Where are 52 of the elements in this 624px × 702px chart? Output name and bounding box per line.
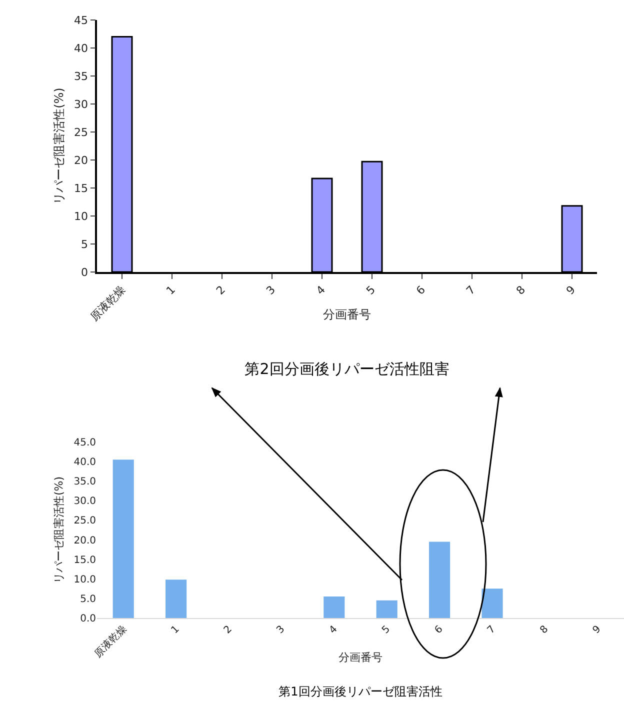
y-tick-label: 40.0 [74, 457, 96, 468]
x-tick-label: 1 [169, 624, 182, 636]
bar [166, 580, 187, 618]
y-tick-label: 15.0 [74, 554, 96, 566]
x-tick-label: 6 [432, 624, 446, 636]
x-axis-title: 分画番号 [338, 651, 382, 664]
y-tick-label: 45.0 [74, 438, 96, 448]
x-tick-label: 5 [380, 624, 393, 636]
y-tick-label: 45 [74, 14, 88, 27]
x-tick-label: 9 [591, 624, 604, 636]
y-tick-label: 15 [74, 182, 88, 195]
y-tick-label: 0 [81, 266, 88, 279]
x-tick-label: 2 [222, 624, 234, 636]
text: 第1回分画後リパーゼ阻害活性 [278, 684, 442, 698]
y-tick-label: 5 [81, 238, 88, 251]
x-tick-label: 原液乾燥 [88, 283, 128, 324]
x-tick-label: 9 [564, 283, 578, 298]
x-tick-label: 1 [164, 283, 178, 298]
x-tick-label: 5 [364, 283, 378, 298]
text: 第2回分画後リパーゼ活性阻害 [244, 360, 450, 378]
x-tick-label: 3 [264, 283, 278, 298]
y-tick-label: 30.0 [74, 496, 96, 508]
x-tick-label: 6 [414, 283, 428, 298]
x-tick-label: 原液乾燥 [92, 623, 130, 660]
y-tick-label: 35.0 [74, 476, 96, 488]
y-axis-title: リパーゼ阻害活性(%) [52, 88, 66, 204]
y-tick-label: 35 [74, 70, 88, 83]
y-tick-label: 5.0 [80, 594, 96, 605]
y-tick-label: 20 [74, 154, 88, 167]
x-tick-label: 7 [464, 283, 478, 298]
x-tick-label: 8 [538, 624, 551, 636]
x-tick-label: 8 [514, 283, 528, 298]
y-tick-label: 10 [74, 210, 88, 223]
bar [324, 596, 345, 618]
bar [429, 542, 450, 618]
x-tick-label: 4 [328, 624, 340, 636]
y-tick-label: 10.0 [74, 574, 96, 586]
x-tick-label: 2 [214, 283, 228, 298]
bar [376, 600, 398, 618]
y-tick-label: 0.0 [80, 614, 96, 624]
y-tick-label: 20.0 [74, 535, 96, 546]
bar [482, 588, 503, 618]
y-tick-label: 30 [74, 98, 88, 111]
x-tick-label: 4 [314, 283, 328, 298]
x-tick-label: 7 [486, 624, 498, 636]
x-axis-title: 分画番号 [323, 308, 371, 322]
bar [112, 460, 134, 618]
y-tick-label: 40 [74, 42, 88, 55]
y-axis-title: リパーゼ阻害活性(%) [52, 476, 66, 584]
x-tick-label: 3 [274, 624, 288, 636]
y-tick-label: 25.0 [74, 516, 96, 527]
y-tick-label: 25 [74, 126, 88, 139]
